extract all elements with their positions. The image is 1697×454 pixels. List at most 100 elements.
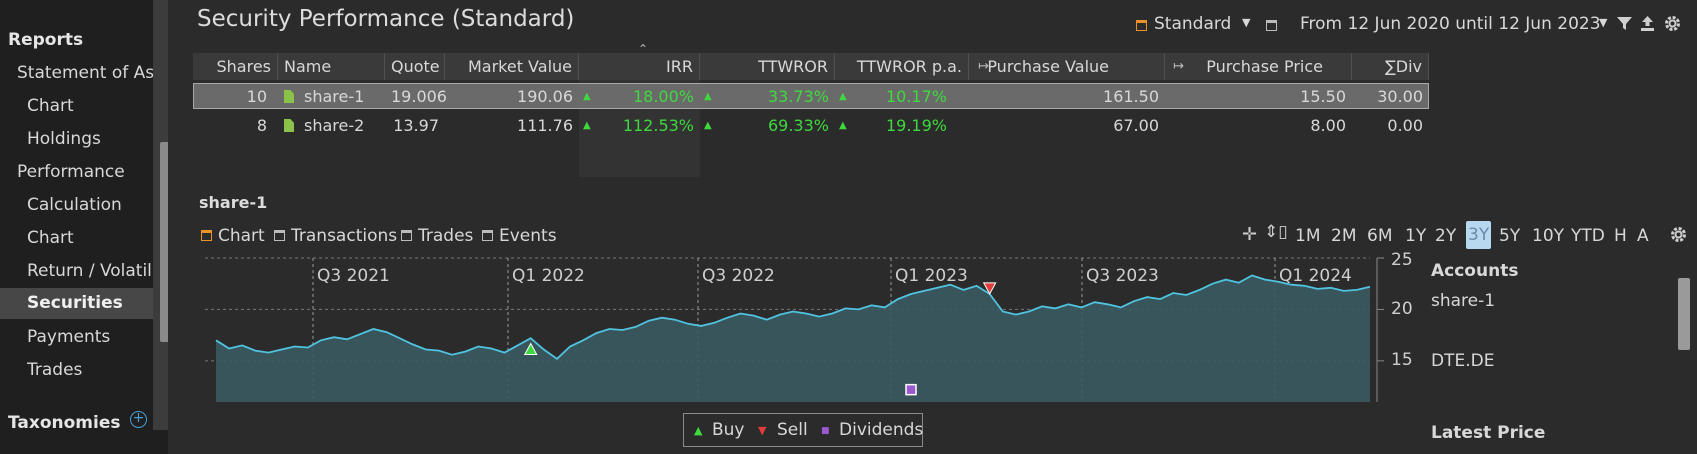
cell-ttwror: 33.73%	[767, 87, 829, 106]
table-row[interactable]: 8 share-2 13.97 111.76 ▲ 112.53% ▲ 69.33…	[193, 113, 1429, 139]
column-purchase-price[interactable]: Purchase Price	[1165, 53, 1352, 80]
period-10y-button[interactable]: 10Y	[1532, 226, 1565, 246]
sell-marker-icon: ▼	[758, 424, 767, 437]
sidebar-item-performance[interactable]: Performance	[17, 162, 125, 182]
add-taxonomy-icon[interactable]: +	[130, 411, 147, 428]
up-arrow-icon: ▲	[583, 91, 591, 102]
sidebar-item-statement-of-assets[interactable]: Statement of Assets	[17, 63, 153, 83]
legend-dividends: Dividends	[839, 420, 924, 440]
x-tick-label: Q3 2021	[317, 266, 390, 286]
cell-shares: 8	[256, 116, 267, 135]
up-arrow-icon: ▲	[583, 120, 591, 131]
column-resize-icon[interactable]: ↦	[1173, 59, 1184, 74]
column-purchase-value[interactable]: Purchase Value	[969, 53, 1165, 80]
view-selector[interactable]: Standard	[1154, 14, 1232, 34]
sidebar-item-securities[interactable]: Securities	[0, 288, 153, 319]
period-h-button[interactable]: H	[1614, 226, 1627, 246]
sidebar-item-payments[interactable]: Payments	[27, 327, 111, 347]
column-dividends[interactable]: ∑Div	[1352, 53, 1429, 80]
cell-dividends: 30.00	[1377, 87, 1423, 106]
tab-trades[interactable]: Trades	[401, 226, 473, 246]
buy-marker	[523, 342, 538, 356]
events-tab-icon	[482, 230, 493, 241]
page-title: Security Performance (Standard)	[197, 6, 575, 32]
y-tick-label: 25	[1391, 250, 1413, 270]
tab-transactions[interactable]: Transactions	[274, 226, 397, 246]
export-icon[interactable]	[1639, 15, 1656, 32]
cell-shares: 10	[246, 87, 267, 106]
security-ticker[interactable]: DTE.DE	[1431, 351, 1495, 371]
period-6m-button[interactable]: 6M	[1367, 226, 1393, 246]
price-area-fill	[216, 275, 1370, 402]
sidebar-navigation: Reports Statement of Assets Chart Holdin…	[0, 0, 168, 454]
tab-events[interactable]: Events	[482, 226, 557, 246]
crosshair-icon[interactable]: ✛	[1242, 224, 1258, 245]
column-irr[interactable]: IRR	[579, 53, 700, 80]
sidebar-item-performance-chart[interactable]: Chart	[27, 228, 74, 248]
x-tick-label: Q1 2023	[895, 266, 968, 286]
period-1y-button[interactable]: 1Y	[1405, 226, 1427, 246]
cell-ttwror: 69.33%	[767, 116, 829, 135]
cell-market-value: 190.06	[517, 87, 573, 106]
cell-dividends: 0.00	[1387, 116, 1423, 135]
column-resize-icon[interactable]: ↦	[978, 59, 989, 74]
tab-chart[interactable]: Chart	[201, 226, 265, 246]
period-3y-button[interactable]: 3Y	[1466, 221, 1492, 249]
filter-icon[interactable]	[1616, 15, 1633, 32]
sidebar-item-calculation[interactable]: Calculation	[27, 195, 122, 215]
column-market-value[interactable]: Market Value	[445, 53, 579, 80]
dividend-marker-icon: ■	[821, 426, 830, 436]
period-2y-button[interactable]: 2Y	[1435, 226, 1457, 246]
sidebar-scrollbar[interactable]	[160, 142, 168, 342]
cell-market-value: 111.76	[517, 116, 573, 135]
column-quote[interactable]: Quote	[385, 53, 445, 80]
accounts-heading: Accounts	[1431, 261, 1519, 281]
dividend-marker	[905, 383, 917, 396]
column-ttwror-pa[interactable]: TTWROR p.a.	[835, 53, 969, 80]
view-icon[interactable]	[1136, 16, 1147, 36]
view-dropdown-icon[interactable]: ▼	[1242, 16, 1251, 29]
transactions-tab-icon	[274, 230, 285, 241]
period-2m-button[interactable]: 2M	[1331, 226, 1357, 246]
sell-marker	[982, 282, 997, 295]
y-tick-label: 20	[1391, 299, 1413, 319]
sidebar-item-trades[interactable]: Trades	[27, 360, 83, 380]
buy-marker-icon: ▲	[694, 424, 703, 437]
up-arrow-icon: ▲	[704, 91, 712, 102]
chart-tab-icon	[201, 230, 212, 241]
period-1m-button[interactable]: 1M	[1295, 226, 1321, 246]
table-header: Shares Name Quote Market Value IRR TTWRO…	[193, 42, 1429, 80]
calendar-icon[interactable]	[1266, 16, 1277, 36]
cell-name-text: share-1	[304, 87, 365, 106]
sidebar-item-holdings[interactable]: Holdings	[27, 129, 101, 149]
date-range-selector[interactable]: From 12 Jun 2020 until 12 Jun 2023	[1300, 14, 1601, 34]
security-document-icon	[284, 90, 294, 103]
period-ytd-button[interactable]: YTD	[1571, 226, 1605, 246]
date-range-dropdown-icon[interactable]: ▼	[1599, 16, 1608, 29]
scaling-icon[interactable]: ⇕▯	[1264, 222, 1288, 242]
period-5y-button[interactable]: 5Y	[1499, 226, 1521, 246]
cell-irr: 18.00%	[632, 87, 694, 106]
sidebar-section-taxonomies[interactable]: Taxonomies	[8, 413, 121, 433]
settings-gear-icon[interactable]	[1664, 15, 1681, 32]
chart-settings-gear-icon[interactable]	[1670, 226, 1687, 243]
column-shares[interactable]: Shares	[193, 53, 278, 80]
column-name[interactable]: Name	[278, 53, 385, 80]
sidebar-item-chart[interactable]: Chart	[27, 96, 74, 116]
scrollbar-thumb[interactable]	[1678, 278, 1690, 350]
up-arrow-icon: ▲	[704, 120, 712, 131]
cell-quote: 19.006	[391, 87, 447, 106]
chart-legend: ▲ Buy ▼ Sell ■ Dividends	[683, 413, 923, 447]
side-panel-scrollbar[interactable]	[1664, 256, 1697, 454]
up-arrow-icon: ▲	[839, 91, 847, 102]
column-ttwror[interactable]: TTWROR	[700, 53, 835, 80]
sidebar-item-return-volatility[interactable]: Return / Volatility	[27, 261, 153, 281]
sidebar-section-reports[interactable]: Reports	[8, 30, 84, 50]
account-share-1[interactable]: share-1	[1431, 291, 1496, 311]
period-a-button[interactable]: A	[1637, 226, 1649, 246]
cell-name-text: share-2	[304, 116, 365, 135]
legend-buy: Buy	[712, 420, 745, 440]
table-row[interactable]: 10 share-1 19.006 190.06 ▲ 18.00% ▲ 33.7…	[193, 83, 1429, 109]
x-tick-label: Q3 2022	[702, 266, 775, 286]
